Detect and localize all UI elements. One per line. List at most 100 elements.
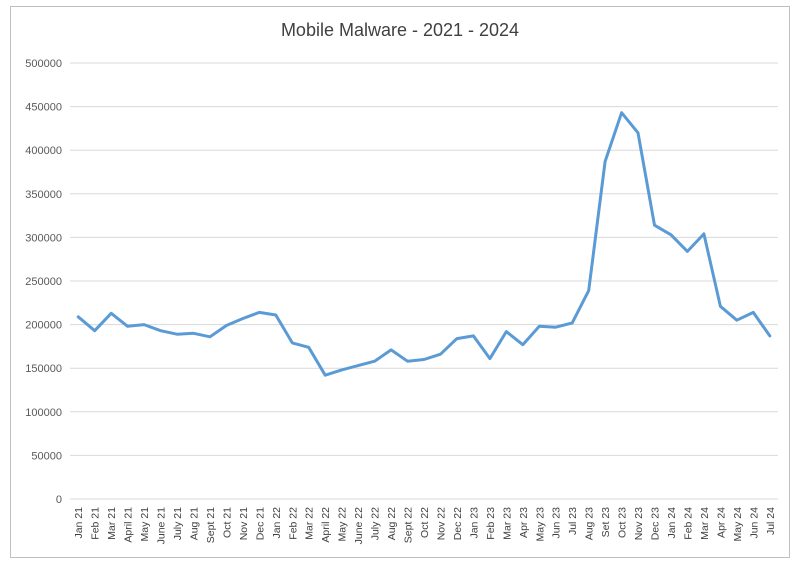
data-point <box>93 329 96 332</box>
data-point <box>406 360 409 363</box>
gridlines <box>70 62 778 500</box>
x-tick-label: Mar 22 <box>304 507 316 540</box>
data-point <box>538 325 541 328</box>
data-point <box>719 305 722 308</box>
y-tick-label: 200000 <box>25 320 62 332</box>
data-point <box>126 325 129 328</box>
x-tick-label: May 22 <box>337 507 349 542</box>
x-tick-label: Jan 24 <box>666 507 678 539</box>
x-tick-label: May 24 <box>732 507 744 542</box>
y-tick-label: 100000 <box>25 407 62 419</box>
data-point <box>423 358 425 361</box>
y-tick-label: 150000 <box>25 363 62 375</box>
data-point <box>275 314 277 316</box>
data-point <box>357 364 359 367</box>
x-tick-label: April 21 <box>123 507 135 543</box>
x-tick-label: Oct 22 <box>419 507 431 538</box>
data-point <box>571 322 573 324</box>
data-point <box>192 332 195 335</box>
x-tick-label: Sept 21 <box>205 507 217 543</box>
data-point <box>670 233 672 236</box>
y-tick-label: 50000 <box>31 450 62 462</box>
data-point <box>752 311 755 314</box>
data-point <box>620 111 623 114</box>
x-tick-label: June 21 <box>156 507 168 545</box>
data-point <box>390 349 392 351</box>
data-point <box>653 224 656 226</box>
x-tick-label: Dec 23 <box>650 507 662 540</box>
x-tick-label: May 23 <box>534 507 546 542</box>
x-tick-label: Set 23 <box>600 507 612 538</box>
data-point <box>521 343 524 346</box>
data-point <box>176 333 178 335</box>
data-point <box>340 369 343 371</box>
x-tick-label: Apr 23 <box>518 507 530 538</box>
data-point <box>587 289 590 292</box>
x-tick-label: Jun 23 <box>551 507 563 539</box>
x-tick-label: Feb 21 <box>90 507 102 540</box>
x-tick-label: Mar 24 <box>699 507 711 540</box>
data-point <box>554 326 557 329</box>
series-line <box>76 111 772 377</box>
data-point <box>736 319 738 322</box>
data-point <box>110 312 112 315</box>
x-tick-label: Aug 23 <box>584 507 596 540</box>
chart-frame <box>10 6 790 558</box>
y-axis-ticks: 0 50000 100000 150000 200000 250000 300000 3500… <box>25 58 62 506</box>
x-tick-label: Mar 21 <box>106 507 118 540</box>
x-tick-label: June 22 <box>353 507 365 545</box>
x-tick-label: Nov 22 <box>435 507 447 540</box>
x-tick-label: Oct 21 <box>221 507 233 538</box>
x-tick-label: July 21 <box>172 507 184 540</box>
x-tick-label: Jun 24 <box>748 507 760 539</box>
data-point <box>472 335 475 337</box>
y-tick-label: 0 <box>56 494 62 506</box>
data-point <box>242 317 244 320</box>
x-tick-label: Jul 23 <box>567 507 579 535</box>
data-point <box>703 233 705 235</box>
data-point <box>143 323 145 326</box>
x-tick-label: Sept 22 <box>403 507 415 543</box>
data-point <box>637 131 639 134</box>
y-tick-label: 300000 <box>25 232 62 244</box>
series-group <box>76 111 772 377</box>
y-tick-label: 350000 <box>25 189 62 201</box>
x-tick-label: Oct 23 <box>617 507 629 538</box>
data-point <box>258 311 261 314</box>
x-tick-label: Dec 22 <box>452 507 464 540</box>
x-tick-label: Nov 23 <box>633 507 645 540</box>
data-point <box>209 336 211 338</box>
y-tick-label: 250000 <box>25 276 62 288</box>
y-tick-label: 450000 <box>25 102 62 114</box>
data-point <box>489 357 491 360</box>
x-tick-label: Apr 24 <box>715 507 727 538</box>
data-point <box>686 250 689 253</box>
chart-title: Mobile Malware - 2021 - 2024 <box>280 20 520 40</box>
data-point <box>768 335 771 337</box>
data-point <box>77 315 80 318</box>
x-tick-label: May 21 <box>139 507 151 542</box>
x-tick-label: July 22 <box>370 507 382 540</box>
data-point <box>225 324 228 327</box>
x-tick-label: Jan 21 <box>73 507 85 539</box>
data-point <box>439 353 442 356</box>
x-tick-label: Mar 23 <box>501 507 513 540</box>
data-point <box>456 337 458 340</box>
x-tick-label: Aug 21 <box>188 507 200 540</box>
data-point <box>307 346 310 349</box>
data-point <box>505 330 508 333</box>
x-tick-label: Jul 24 <box>765 507 777 535</box>
x-tick-label: Feb 24 <box>682 507 694 540</box>
data-point <box>373 360 376 363</box>
x-axis-ticks: Jan 21 Feb 21 Mar 21 April 21 May 21 June 21 J… <box>73 507 777 545</box>
x-tick-label: Jan 23 <box>468 507 480 539</box>
data-point <box>604 160 606 163</box>
x-tick-label: Feb 23 <box>485 507 497 540</box>
x-tick-label: April 22 <box>320 507 332 543</box>
y-tick-label: 500000 <box>25 58 62 70</box>
y-tick-label: 400000 <box>25 145 62 157</box>
x-tick-label: Dec 21 <box>254 507 266 540</box>
x-tick-label: Nov 21 <box>238 507 250 540</box>
data-point <box>324 374 327 376</box>
